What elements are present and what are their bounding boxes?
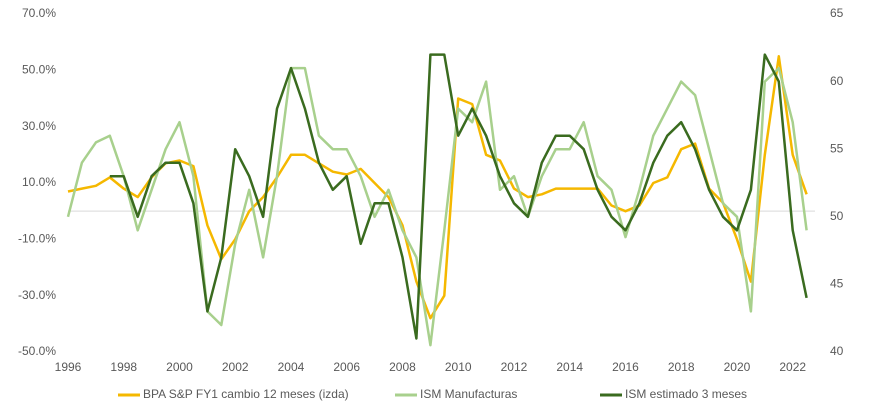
y2-tick-label: 45 [830,277,844,291]
x-tick-label: 2014 [556,360,583,374]
y2-tick-label: 40 [830,344,844,358]
legend-label: BPA S&P FY1 cambio 12 meses (izda) [143,387,349,401]
x-tick-label: 1996 [55,360,82,374]
x-tick-label: 2018 [668,360,695,374]
x-tick-label: 2002 [222,360,249,374]
y-tick-label: -50.0% [18,344,56,358]
x-tick-label: 2010 [445,360,472,374]
x-tick-label: 1998 [110,360,137,374]
x-tick-label: 2004 [278,360,305,374]
series-line [66,66,808,347]
x-tick-label: 2000 [166,360,193,374]
y2-tick-label: 60 [830,74,844,88]
legend-label: ISM Manufacturas [420,387,517,401]
series-line [109,53,808,340]
y-tick-label: 30.0% [22,119,56,133]
x-tick-label: 2006 [333,360,360,374]
x-tick-label: 2022 [779,360,806,374]
y-tick-label: 70.0% [22,6,56,20]
y2-tick-label: 65 [830,6,844,20]
x-tick-label: 2016 [612,360,639,374]
y-tick-label: 50.0% [22,63,56,77]
y-tick-label: 10.0% [22,175,56,189]
x-tick-label: 2008 [389,360,416,374]
y-tick-label: -10.0% [18,232,56,246]
x-tick-label: 2020 [724,360,751,374]
y2-tick-label: 50 [830,209,844,223]
y2-tick-label: 55 [830,141,844,155]
x-tick-label: 2012 [501,360,528,374]
y-tick-label: -30.0% [18,288,56,302]
legend-label: ISM estimado 3 meses [625,387,747,401]
